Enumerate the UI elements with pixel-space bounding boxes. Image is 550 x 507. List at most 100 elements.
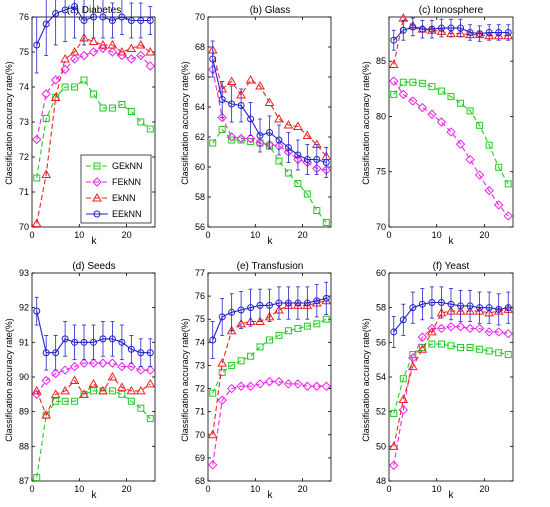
x-axis-label: k <box>449 236 455 247</box>
data-point <box>457 344 465 352</box>
data-point <box>313 156 321 163</box>
data-point <box>71 3 79 10</box>
series-line <box>393 80 509 217</box>
data-point <box>79 358 89 368</box>
series-line <box>393 326 509 466</box>
y-tick-label: 73 <box>19 117 29 127</box>
data-point <box>294 324 302 332</box>
data-point <box>493 200 504 210</box>
data-point <box>50 75 61 85</box>
data-point <box>98 39 108 49</box>
data-point <box>484 327 494 337</box>
y-tick-label: 70 <box>195 430 205 440</box>
data-point <box>69 375 80 384</box>
data-point <box>136 365 146 375</box>
panel-seeds: (d) Seeds Classification accuracy rate(%… <box>4 261 156 501</box>
data-point <box>135 385 146 395</box>
data-point <box>275 157 283 165</box>
panel-title: (d) Seeds <box>72 261 115 272</box>
x-tick-label: 20 <box>298 484 308 494</box>
data-point <box>108 17 116 24</box>
data-point <box>33 41 41 49</box>
x-tick-label: 10 <box>250 484 260 494</box>
data-point <box>256 343 264 351</box>
x-axis-label: k <box>92 490 98 501</box>
data-point <box>245 74 256 84</box>
data-point <box>504 304 512 312</box>
y-tick-label: 56 <box>376 337 386 347</box>
y-tick-label: 88 <box>19 441 29 451</box>
data-point <box>436 323 447 334</box>
series-line <box>212 128 327 223</box>
x-axis-label: k <box>268 490 274 501</box>
y-tick-label: 85 <box>376 56 386 66</box>
data-point <box>275 299 283 307</box>
data-point <box>146 125 154 133</box>
data-point <box>88 47 99 57</box>
data-point <box>42 115 50 122</box>
y-tick-label: 50 <box>376 441 386 451</box>
data-point <box>61 397 69 405</box>
x-tick-label: 20 <box>479 484 489 494</box>
data-point <box>208 460 218 470</box>
data-point <box>69 46 80 56</box>
data-point <box>398 405 409 415</box>
series-line <box>212 381 327 465</box>
data-point <box>389 460 399 471</box>
series-feknn <box>32 43 155 145</box>
data-point <box>31 385 42 395</box>
data-point <box>127 345 135 353</box>
y-tick-label: 60 <box>376 268 386 278</box>
data-point <box>408 96 418 106</box>
data-point <box>50 92 61 101</box>
x-tick-label: 0 <box>205 484 210 494</box>
data-point <box>465 323 475 334</box>
y-tick-label: 71 <box>195 407 205 417</box>
data-point <box>107 358 118 368</box>
data-point <box>42 349 50 357</box>
data-point <box>409 304 417 312</box>
legend-box <box>80 154 152 224</box>
data-point <box>389 76 399 86</box>
y-tick-label: 64 <box>195 102 205 112</box>
y-tick-label: 77 <box>195 268 205 278</box>
panel-title: (c) Ionosphere <box>419 5 484 16</box>
data-point <box>294 299 302 307</box>
data-point <box>209 336 217 344</box>
data-point <box>294 151 302 159</box>
data-point <box>255 80 265 90</box>
y-tick-label: 73 <box>195 360 205 370</box>
data-point <box>476 121 484 129</box>
data-point <box>303 299 311 307</box>
y-tick-label: 58 <box>376 303 386 313</box>
data-point <box>457 24 465 32</box>
x-tick-label: 20 <box>298 230 308 240</box>
y-tick-label: 52 <box>376 407 386 417</box>
data-point <box>255 379 265 389</box>
data-point <box>61 83 69 91</box>
data-point <box>284 169 292 177</box>
legend-label: GEkNN <box>112 161 143 171</box>
data-point <box>98 385 108 395</box>
data-point <box>80 17 88 24</box>
y-tick-label: 75 <box>376 167 386 177</box>
series-line <box>36 47 151 140</box>
data-point <box>217 395 227 405</box>
series-feknn <box>208 376 331 470</box>
data-point <box>398 89 409 100</box>
data-point <box>52 349 60 357</box>
plot-area: 68 69 70 71 72 73 74 75 76 77 0 10 20 <box>195 268 332 494</box>
data-point <box>504 28 512 36</box>
data-point <box>465 154 475 165</box>
data-point <box>31 218 42 227</box>
data-point <box>485 141 493 149</box>
data-point <box>409 350 417 358</box>
x-axis-label: k <box>92 236 98 247</box>
y-tick-label: 75 <box>19 47 29 57</box>
data-point <box>322 294 330 302</box>
y-tick-label: 71 <box>19 187 29 197</box>
x-tick-label: 20 <box>479 230 489 240</box>
data-point <box>79 389 89 398</box>
data-point <box>476 30 484 38</box>
y-tick-label: 68 <box>195 476 205 486</box>
